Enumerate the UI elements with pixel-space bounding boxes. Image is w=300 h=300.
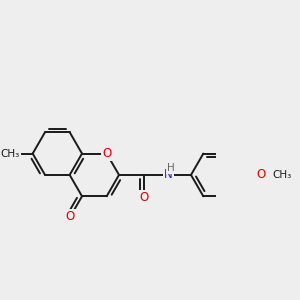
Text: O: O [139, 190, 148, 204]
Text: O: O [66, 210, 75, 223]
Text: CH₃: CH₃ [273, 170, 292, 180]
Text: CH₃: CH₃ [1, 148, 20, 159]
Text: O: O [257, 168, 266, 182]
Text: H: H [167, 163, 175, 173]
Text: N: N [164, 168, 173, 182]
Text: O: O [102, 147, 111, 160]
